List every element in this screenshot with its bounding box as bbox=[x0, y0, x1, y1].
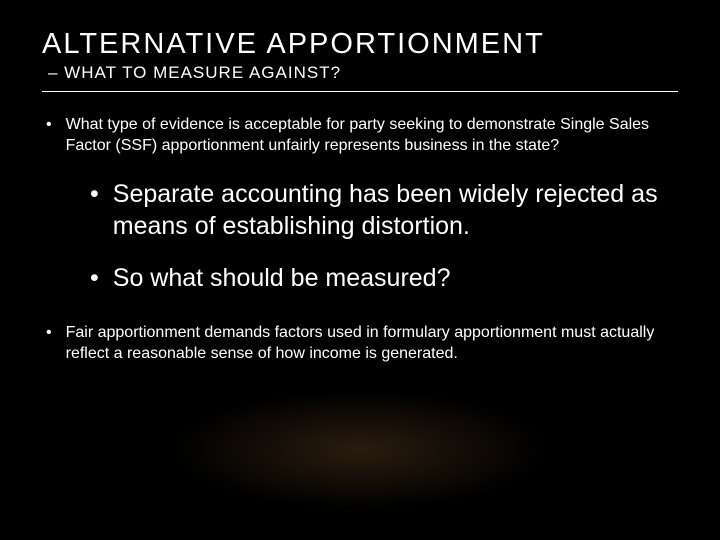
bullet-level1: • What type of evidence is acceptable fo… bbox=[42, 114, 678, 156]
bullet-dot-icon: • bbox=[90, 262, 99, 294]
bullet-level1: • Fair apportionment demands factors use… bbox=[42, 322, 678, 364]
title-rule bbox=[42, 91, 678, 92]
bullet-dot-icon: • bbox=[46, 322, 52, 364]
slide: ALTERNATIVE APPORTIONMENT – WHAT TO MEAS… bbox=[0, 0, 720, 540]
bullet-text: Separate accounting has been widely reje… bbox=[113, 178, 678, 242]
slide-title: ALTERNATIVE APPORTIONMENT bbox=[42, 28, 678, 61]
bullet-text: Fair apportionment demands factors used … bbox=[66, 322, 678, 364]
bullet-text: So what should be measured? bbox=[113, 262, 451, 294]
bullet-text: What type of evidence is acceptable for … bbox=[66, 114, 678, 156]
bullet-dot-icon: • bbox=[90, 178, 99, 242]
bullet-dot-icon: • bbox=[46, 114, 52, 156]
bullet-level2: • Separate accounting has been widely re… bbox=[42, 178, 678, 242]
slide-subtitle: – WHAT TO MEASURE AGAINST? bbox=[48, 63, 678, 83]
bullet-level2: • So what should be measured? bbox=[42, 262, 678, 294]
